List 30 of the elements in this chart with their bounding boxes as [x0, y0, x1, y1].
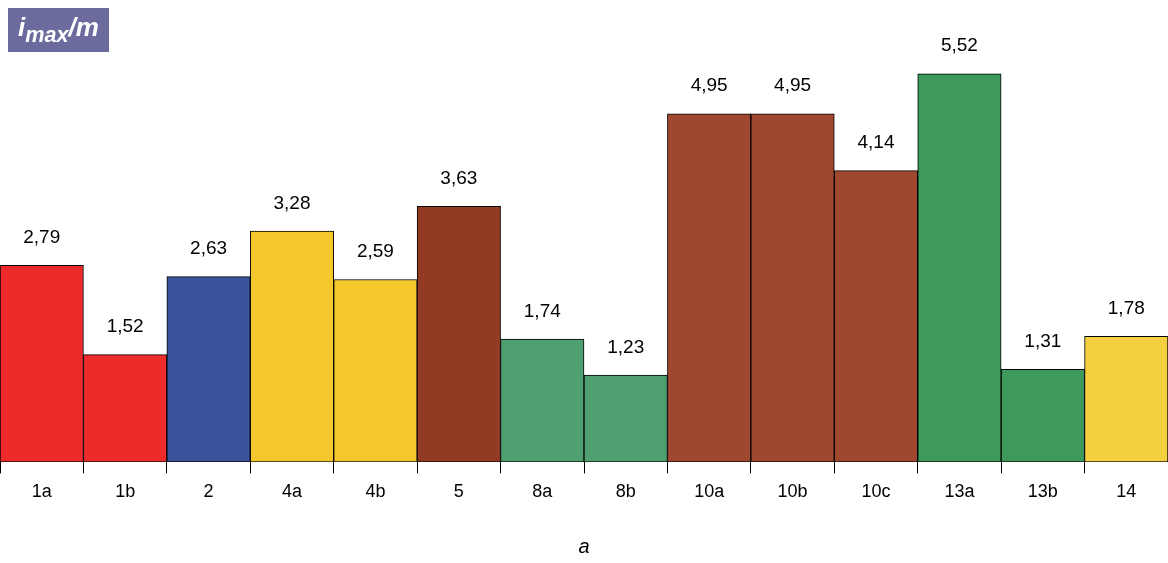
x-tick-label: 13a — [944, 481, 976, 502]
data-label: 1,31 — [1024, 330, 1062, 352]
data-label: 2,59 — [356, 240, 394, 262]
data-label: 5,52 — [940, 34, 978, 56]
data-label: 4,14 — [857, 131, 895, 153]
x-tick-label: 2 — [203, 481, 214, 502]
x-tick-label: 14 — [1116, 481, 1137, 502]
x-tick-label: 1b — [115, 481, 136, 502]
data-label: 3,28 — [273, 191, 311, 213]
x-tick-label: 1a — [31, 481, 53, 502]
x-tick-label: 4a — [281, 481, 303, 502]
x-axis-title: a — [578, 534, 590, 557]
data-label: 3,63 — [440, 167, 478, 189]
x-tick-label: 13b — [1027, 481, 1058, 502]
y-axis-title: i$_{max}$/m — [8, 8, 109, 53]
data-label: 1,74 — [523, 299, 562, 321]
x-tick-label: 4b — [365, 481, 386, 502]
x-tick-label: 5 — [453, 481, 464, 502]
data-label: 1,23 — [607, 335, 645, 357]
data-label: 2,79 — [23, 226, 61, 248]
x-tick-label: 8a — [532, 481, 554, 502]
data-label: 1,52 — [106, 315, 144, 337]
x-tick-label: 10c — [861, 481, 891, 502]
data-label: 2,63 — [190, 237, 228, 259]
data-label: 4,95 — [690, 74, 728, 96]
x-tick-label: 10a — [694, 481, 726, 502]
data-label: 4,95 — [774, 74, 812, 96]
x-tick-label: 10b — [777, 481, 808, 502]
data-label: 1,78 — [1107, 297, 1145, 319]
x-tick-label: 8b — [615, 481, 636, 502]
